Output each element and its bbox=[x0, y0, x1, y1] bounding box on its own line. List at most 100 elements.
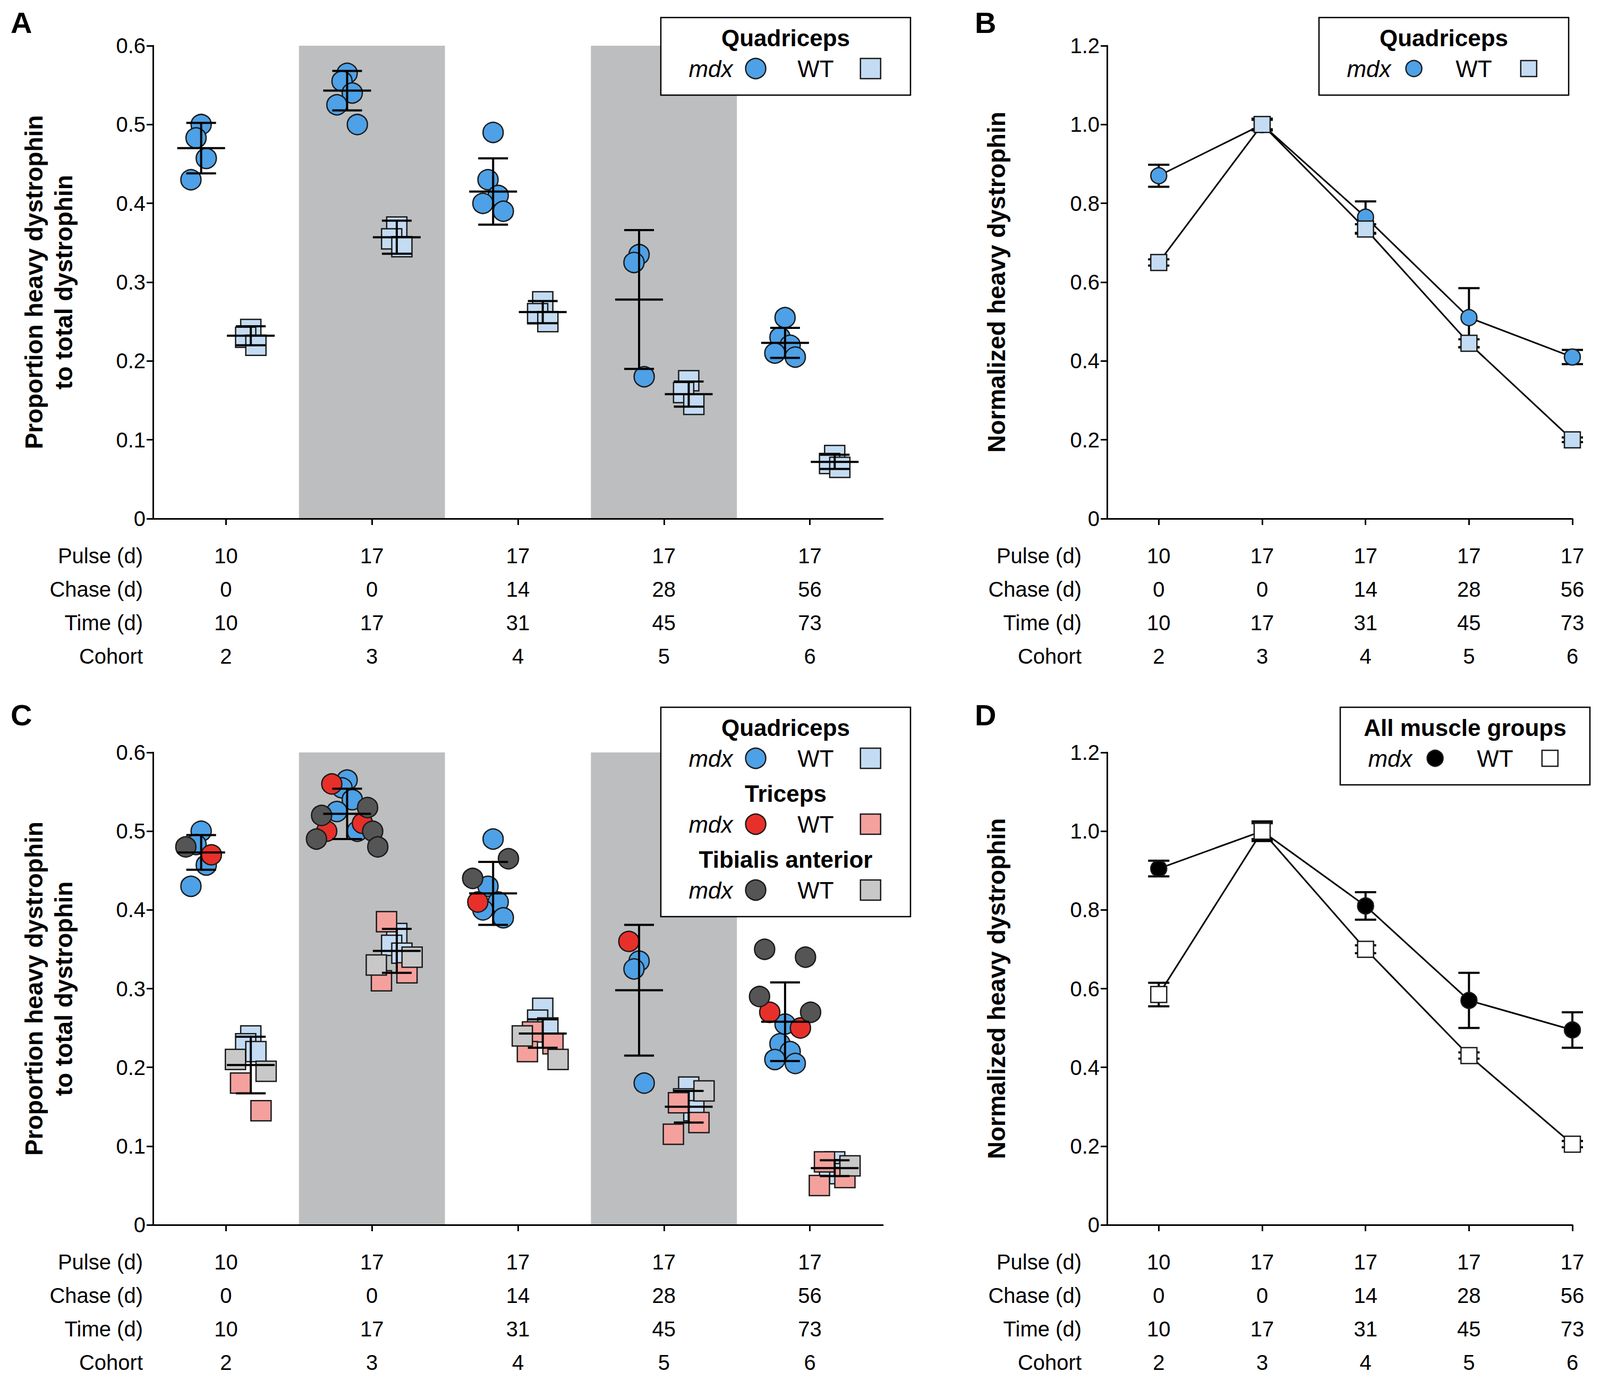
svg-text:0.3: 0.3 bbox=[115, 976, 146, 1001]
svg-text:45: 45 bbox=[652, 1316, 677, 1341]
svg-text:0.3: 0.3 bbox=[115, 270, 146, 294]
svg-text:0.8: 0.8 bbox=[1069, 897, 1100, 922]
svg-text:5: 5 bbox=[658, 1350, 670, 1374]
svg-text:mdx: mdx bbox=[688, 877, 734, 904]
svg-text:28: 28 bbox=[1457, 577, 1482, 601]
svg-text:0: 0 bbox=[133, 1212, 146, 1237]
svg-text:0.2: 0.2 bbox=[1069, 428, 1100, 452]
svg-text:Quadriceps: Quadriceps bbox=[721, 24, 850, 51]
svg-text:5: 5 bbox=[1462, 644, 1475, 668]
svg-text:Quadriceps: Quadriceps bbox=[721, 714, 850, 741]
svg-text:0.4: 0.4 bbox=[1069, 1055, 1100, 1079]
svg-text:0.4: 0.4 bbox=[115, 897, 146, 922]
svg-text:17: 17 bbox=[360, 1249, 385, 1274]
svg-text:2: 2 bbox=[1152, 1350, 1165, 1374]
svg-text:17: 17 bbox=[1560, 1249, 1585, 1274]
svg-text:10: 10 bbox=[214, 1316, 238, 1341]
svg-text:Chase (d): Chase (d) bbox=[49, 1283, 143, 1307]
svg-text:10: 10 bbox=[214, 610, 238, 635]
svg-text:B: B bbox=[974, 5, 997, 40]
svg-text:0.2: 0.2 bbox=[115, 1055, 146, 1079]
svg-text:10: 10 bbox=[1146, 610, 1171, 635]
svg-text:WT: WT bbox=[1455, 55, 1492, 82]
svg-text:3: 3 bbox=[366, 644, 378, 668]
svg-text:Chase (d): Chase (d) bbox=[988, 1283, 1082, 1307]
svg-text:14: 14 bbox=[506, 1283, 531, 1307]
svg-text:Time (d): Time (d) bbox=[64, 1316, 143, 1341]
svg-text:31: 31 bbox=[1353, 1316, 1378, 1341]
svg-text:WT: WT bbox=[797, 55, 834, 82]
svg-text:73: 73 bbox=[797, 1316, 822, 1341]
svg-text:17: 17 bbox=[1250, 543, 1275, 568]
svg-text:4: 4 bbox=[1359, 1350, 1372, 1374]
svg-text:Pulse (d): Pulse (d) bbox=[57, 543, 143, 568]
svg-text:0.6: 0.6 bbox=[1069, 270, 1100, 294]
svg-text:Chase (d): Chase (d) bbox=[49, 577, 143, 601]
svg-text:17: 17 bbox=[1250, 610, 1275, 635]
svg-text:1.2: 1.2 bbox=[1069, 33, 1100, 58]
svg-text:0.2: 0.2 bbox=[115, 349, 146, 373]
svg-text:5: 5 bbox=[658, 644, 670, 668]
svg-text:73: 73 bbox=[1560, 610, 1585, 635]
svg-text:0: 0 bbox=[133, 506, 146, 531]
svg-text:17: 17 bbox=[1560, 543, 1585, 568]
svg-text:56: 56 bbox=[797, 1283, 822, 1307]
svg-text:Time (d): Time (d) bbox=[64, 610, 143, 635]
svg-text:0: 0 bbox=[219, 577, 232, 601]
svg-text:17: 17 bbox=[360, 543, 385, 568]
svg-text:0.2: 0.2 bbox=[1069, 1134, 1100, 1158]
svg-text:73: 73 bbox=[1560, 1316, 1585, 1341]
svg-text:Normalized heavy dystrophin: Normalized heavy dystrophin bbox=[982, 111, 1011, 453]
svg-text:WT: WT bbox=[797, 877, 834, 904]
svg-text:17: 17 bbox=[652, 1249, 677, 1274]
svg-text:Pulse (d): Pulse (d) bbox=[996, 1249, 1082, 1274]
svg-text:Triceps: Triceps bbox=[744, 780, 827, 807]
svg-text:Cohort: Cohort bbox=[79, 1350, 143, 1374]
svg-text:Chase (d): Chase (d) bbox=[988, 577, 1082, 601]
svg-text:0: 0 bbox=[366, 1283, 378, 1307]
svg-text:17: 17 bbox=[1250, 1249, 1275, 1274]
svg-text:6: 6 bbox=[803, 1350, 816, 1374]
svg-text:0: 0 bbox=[1152, 577, 1165, 601]
svg-text:4: 4 bbox=[512, 1350, 524, 1374]
svg-text:Cohort: Cohort bbox=[79, 644, 143, 668]
svg-text:0: 0 bbox=[1256, 577, 1268, 601]
svg-text:73: 73 bbox=[797, 610, 822, 635]
svg-text:0.6: 0.6 bbox=[115, 33, 146, 58]
svg-text:0: 0 bbox=[1087, 506, 1100, 531]
svg-text:6: 6 bbox=[1566, 1350, 1579, 1374]
svg-text:56: 56 bbox=[1560, 577, 1585, 601]
svg-text:mdx: mdx bbox=[1367, 745, 1414, 772]
svg-text:to total dystrophin: to total dystrophin bbox=[49, 881, 78, 1096]
svg-text:Cohort: Cohort bbox=[1017, 1350, 1082, 1374]
svg-text:14: 14 bbox=[1353, 577, 1378, 601]
svg-text:28: 28 bbox=[1457, 1283, 1482, 1307]
svg-text:14: 14 bbox=[1353, 1283, 1378, 1307]
svg-text:31: 31 bbox=[1353, 610, 1378, 635]
svg-text:mdx: mdx bbox=[688, 811, 734, 838]
svg-text:17: 17 bbox=[1457, 543, 1482, 568]
svg-text:1.2: 1.2 bbox=[1069, 740, 1100, 764]
svg-text:Proportion heavy dystrophin: Proportion heavy dystrophin bbox=[20, 115, 48, 450]
svg-text:3: 3 bbox=[1256, 1350, 1268, 1374]
svg-text:0.5: 0.5 bbox=[115, 819, 146, 843]
svg-text:10: 10 bbox=[214, 1249, 238, 1274]
svg-text:0.5: 0.5 bbox=[115, 112, 146, 136]
svg-text:2: 2 bbox=[219, 1350, 232, 1374]
svg-text:6: 6 bbox=[803, 644, 816, 668]
svg-text:0: 0 bbox=[366, 577, 378, 601]
svg-text:17: 17 bbox=[360, 1316, 385, 1341]
svg-text:31: 31 bbox=[506, 610, 531, 635]
svg-text:17: 17 bbox=[1250, 1316, 1275, 1341]
svg-text:2: 2 bbox=[1152, 644, 1165, 668]
svg-text:10: 10 bbox=[1146, 543, 1171, 568]
svg-text:0.6: 0.6 bbox=[1069, 976, 1100, 1001]
svg-text:10: 10 bbox=[1146, 1249, 1171, 1274]
svg-text:0.4: 0.4 bbox=[1069, 349, 1100, 373]
svg-text:mdx: mdx bbox=[688, 745, 734, 772]
svg-text:4: 4 bbox=[512, 644, 524, 668]
svg-text:4: 4 bbox=[1359, 644, 1372, 668]
svg-text:17: 17 bbox=[1353, 1249, 1378, 1274]
svg-text:17: 17 bbox=[652, 543, 677, 568]
svg-text:0.6: 0.6 bbox=[115, 740, 146, 764]
